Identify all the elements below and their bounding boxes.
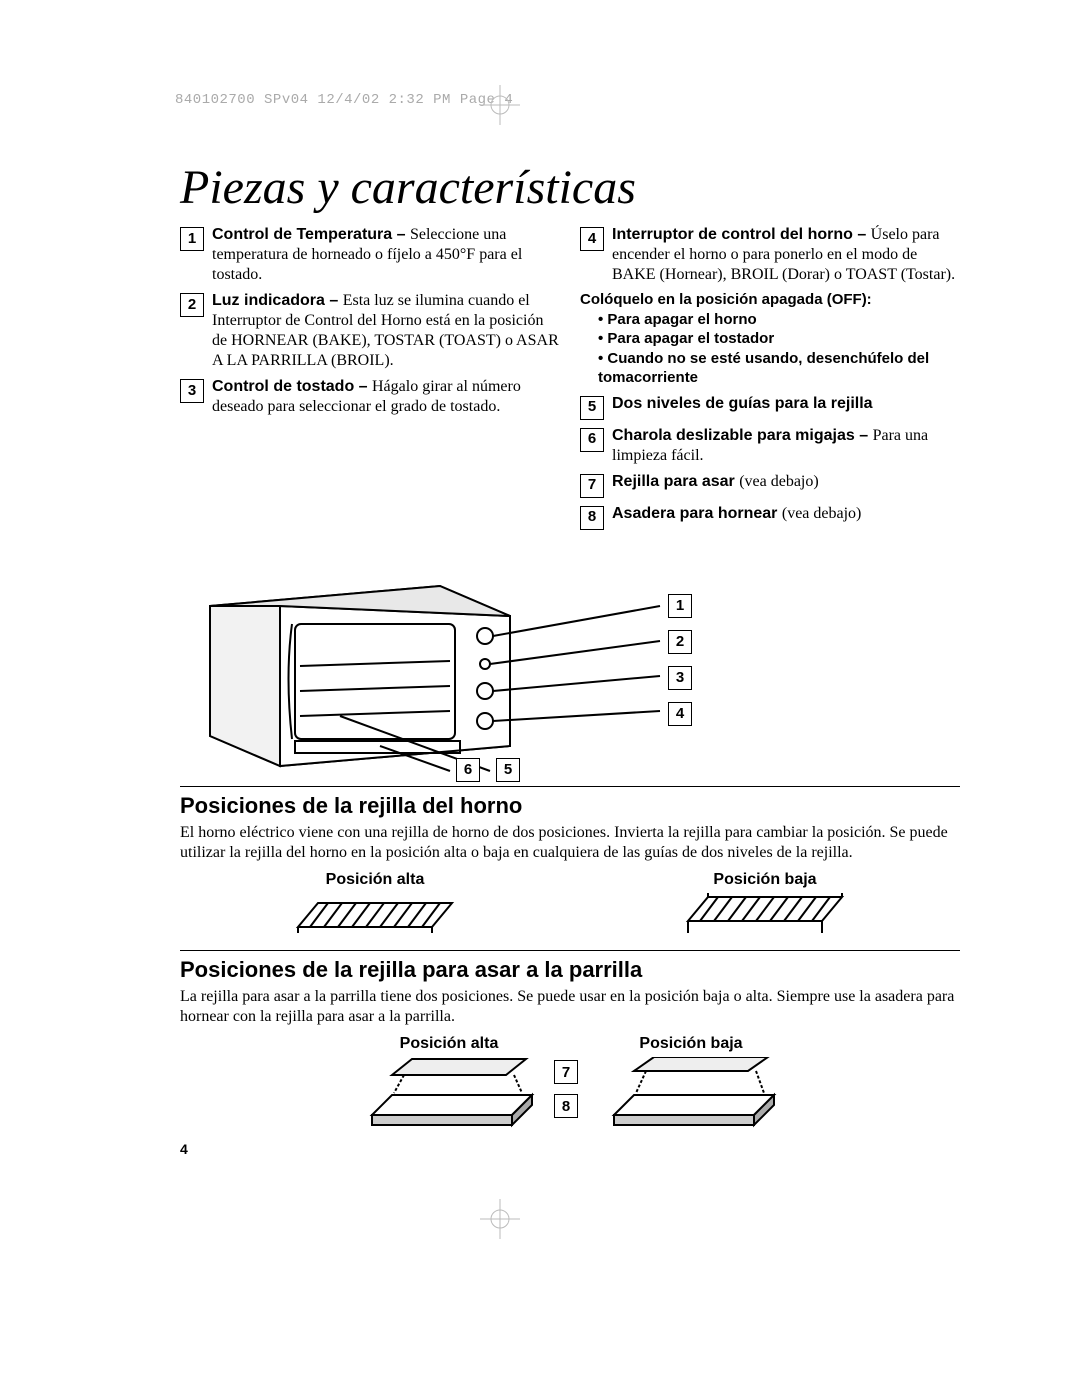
section-rule <box>180 950 960 951</box>
diagram-callout: 7 <box>554 1060 578 1084</box>
feature-1: 1 Control de Temperatura – Seleccione un… <box>180 225 560 285</box>
section2-title: Posiciones de la rejilla para asar a la … <box>180 957 960 983</box>
broil-low: Posición baja <box>596 1035 786 1142</box>
feature-7: 7 Rejilla para asar (vea debajo) <box>580 472 960 498</box>
feature-text: Dos niveles de guías para la rejilla <box>612 394 960 414</box>
feature-8: 8 Asadera para hornear (vea debajo) <box>580 504 960 530</box>
section1-title: Posiciones de la rejilla del horno <box>180 793 960 819</box>
off-heading: Colóquelo en la posición apagada (OFF): <box>580 291 960 310</box>
feature-columns: 1 Control de Temperatura – Seleccione un… <box>180 225 960 536</box>
section2-body: La rejilla para asar a la parrilla tiene… <box>180 987 960 1027</box>
callout-number: 1 <box>180 227 204 251</box>
rack-low: Posición baja <box>680 871 850 940</box>
section-rule <box>180 786 960 787</box>
broil-center-labels: 7 8 <box>554 1058 586 1118</box>
rack-positions-row: Posición alta Posición baja <box>180 871 960 940</box>
broil-high-icon <box>354 1057 544 1137</box>
feature-text: Charola deslizable para migajas – Para u… <box>612 426 960 466</box>
crop-mark-bottom <box>480 1199 520 1239</box>
callout-number: 6 <box>580 428 604 452</box>
off-bullets: • Para apagar el horno • Para apagar el … <box>598 310 960 388</box>
pos-label-high: Posición alta <box>354 1035 544 1053</box>
feature-text: Control de tostado – Hágalo girar al núm… <box>212 377 560 417</box>
section1-body: El horno eléctrico viene con una rejilla… <box>180 823 960 863</box>
feature-6: 6 Charola deslizable para migajas – Para… <box>580 426 960 466</box>
diagram-callout: 5 <box>496 758 520 782</box>
feature-text: Interruptor de control del horno – Úselo… <box>612 225 960 285</box>
callout-number: 2 <box>180 293 204 317</box>
broil-low-icon <box>596 1057 786 1137</box>
manual-page: 840102700 SPv04 12/4/02 2:32 PM Page 4 P… <box>0 0 1080 1397</box>
pos-label-high: Posición alta <box>290 871 460 889</box>
page-number: 4 <box>180 1141 188 1157</box>
left-column: 1 Control de Temperatura – Seleccione un… <box>180 225 560 536</box>
diagram-callout: 3 <box>668 666 692 690</box>
oven-diagram: 1 2 3 4 5 6 <box>180 546 960 776</box>
feature-text: Asadera para hornear (vea debajo) <box>612 504 960 524</box>
diagram-callout: 6 <box>456 758 480 782</box>
feature-text: Control de Temperatura – Seleccione una … <box>212 225 560 285</box>
page-title: Piezas y características <box>180 160 960 215</box>
callout-number: 3 <box>180 379 204 403</box>
crop-mark-top <box>480 85 520 125</box>
feature-4: 4 Interruptor de control del horno – Úse… <box>580 225 960 285</box>
feature-text: Rejilla para asar (vea debajo) <box>612 472 960 492</box>
diagram-callout: 2 <box>668 630 692 654</box>
pos-label-low: Posición baja <box>680 871 850 889</box>
broil-high: Posición alta <box>354 1035 544 1142</box>
feature-2: 2 Luz indicadora – Esta luz se ilumina c… <box>180 291 560 371</box>
feature-text: Luz indicadora – Esta luz se ilumina cua… <box>212 291 560 371</box>
header-slug: 840102700 SPv04 12/4/02 2:32 PM Page 4 <box>175 92 513 108</box>
callout-number: 5 <box>580 396 604 420</box>
diagram-callout: 1 <box>668 594 692 618</box>
diagram-callout: 8 <box>554 1094 578 1118</box>
broil-positions-row: Posición alta 7 8 Posición ba <box>180 1035 960 1142</box>
rack-low-icon <box>680 893 850 935</box>
callout-number: 4 <box>580 227 604 251</box>
feature-3: 3 Control de tostado – Hágalo girar al n… <box>180 377 560 417</box>
right-column: 4 Interruptor de control del horno – Úse… <box>580 225 960 536</box>
rack-high-icon <box>290 893 460 935</box>
pos-label-low: Posición baja <box>596 1035 786 1053</box>
diagram-callout: 4 <box>668 702 692 726</box>
feature-5: 5 Dos niveles de guías para la rejilla <box>580 394 960 420</box>
callout-number: 8 <box>580 506 604 530</box>
callout-number: 7 <box>580 474 604 498</box>
rack-high: Posición alta <box>290 871 460 940</box>
